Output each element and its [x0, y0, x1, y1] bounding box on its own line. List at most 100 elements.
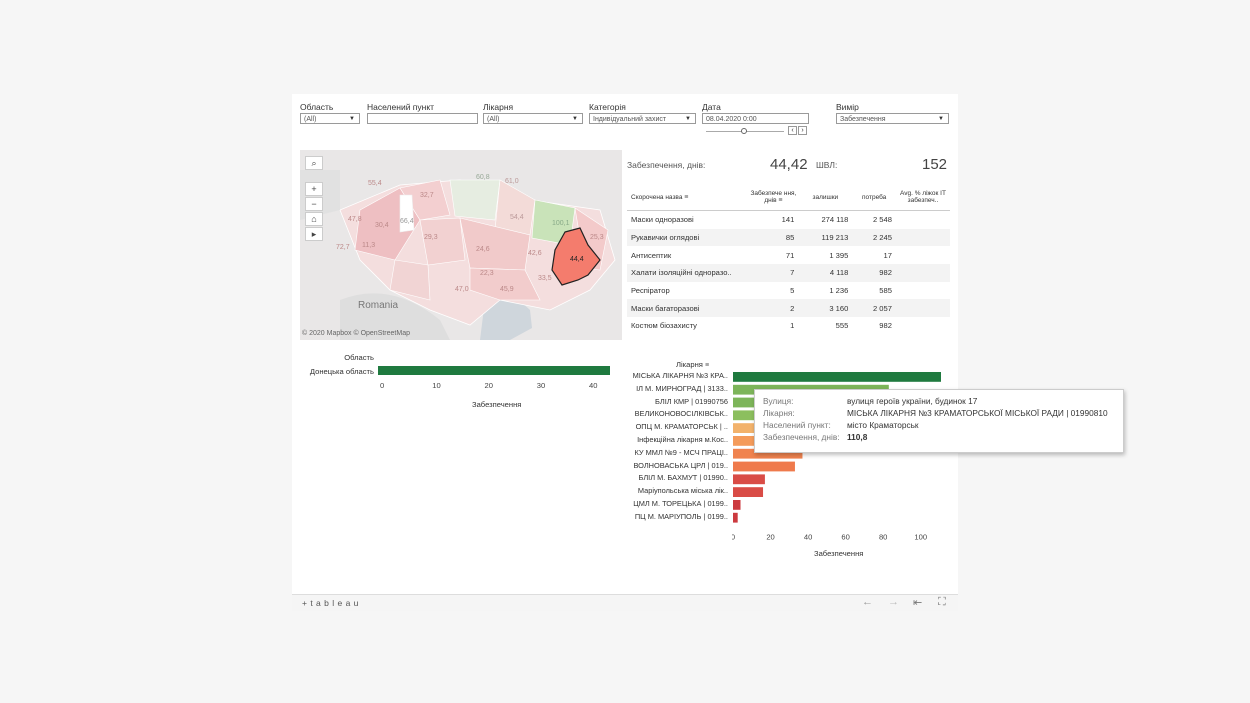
- table-row[interactable]: Маски багаторазові 2 3 160 2 057: [627, 299, 950, 318]
- col-header-stock[interactable]: залишки: [798, 184, 853, 211]
- filter-measure-select[interactable]: Забезпечення ▼: [836, 113, 949, 124]
- chevron-down-icon: ▼: [685, 116, 691, 122]
- revert-icon[interactable]: ⇤: [913, 597, 923, 609]
- hospital-tooltip: Вулиця: вулиця героїв україни, будинок 17…: [754, 389, 1124, 453]
- col-header-name: Скорочена назва: [631, 193, 683, 201]
- kpi-ventilator-label: ШВЛ:: [816, 160, 838, 170]
- kpi-provision-label: Забезпечення, днів:: [627, 160, 706, 170]
- date-prev-button[interactable]: ‹: [788, 126, 797, 135]
- table-row[interactable]: Респіратор 5 1 236 585: [631, 286, 892, 296]
- col-header-need[interactable]: потреба: [852, 184, 896, 211]
- map-svg: [300, 150, 622, 340]
- hospital-bar[interactable]: [733, 512, 738, 523]
- tooltip-hospital-label: Лікарня:: [763, 408, 795, 418]
- filter-date-label: Дата: [702, 102, 721, 112]
- table-row[interactable]: Рукавички оглядові 85 119 213 2 245: [627, 228, 950, 247]
- hospital-category-label[interactable]: МІСЬКА ЛІКАРНЯ №3 КРА..: [632, 371, 728, 380]
- filter-category-label: Категорія: [589, 102, 626, 112]
- supplies-table: Скорочена назва ≡ Забезпече ння, днів ≡ …: [627, 184, 950, 335]
- oblast-category-label: Донецька область: [309, 367, 374, 376]
- oblast-bar[interactable]: [378, 366, 610, 375]
- chevron-down-icon: ▼: [349, 116, 355, 122]
- tooltip-street-value: вулиця героїв україни, будинок 17: [847, 396, 978, 406]
- hospital-category-label[interactable]: Інфекційна лікарня м.Кос..: [637, 435, 728, 444]
- hospital-category-label[interactable]: ПЦ М. МАРІУПОЛЬ | 0199..: [634, 511, 728, 521]
- hospital-tick-label: 40: [804, 533, 812, 542]
- hospital-tick-label: 80: [879, 533, 887, 542]
- undo-icon[interactable]: ←: [862, 596, 873, 608]
- kpi-ventilator-value: 152: [922, 156, 948, 173]
- filter-hospital-label: Лікарня: [483, 102, 514, 112]
- hospital-category-label[interactable]: ВОЛНОВАСЬКА ЦРЛ | 019..: [633, 460, 728, 470]
- sort-icon[interactable]: ≡: [684, 193, 689, 201]
- filter-hospital-select[interactable]: (All) ▼: [483, 113, 583, 124]
- hospital-bar[interactable]: [733, 474, 765, 485]
- col-header-avg[interactable]: Avg. % ліжок IT забезпеч..: [895, 184, 950, 211]
- chevron-down-icon: ▼: [572, 116, 578, 122]
- hospital-chart-header: Лікарня ≡: [676, 360, 710, 369]
- table-header-row: Скорочена назва ≡ Забезпече ння, днів ≡ …: [627, 184, 950, 211]
- tooltip-street-label: Вулиця:: [763, 396, 794, 406]
- filter-settlement-label: Населений пункт: [367, 102, 435, 112]
- table-row[interactable]: Маски одноразові 141 274 118 2 548: [631, 215, 892, 225]
- hospital-category-label[interactable]: ОПЦ М. КРАМАТОРСЬК | ..: [635, 422, 728, 432]
- hospital-category-label[interactable]: КУ ММЛ №9 - МСЧ ПРАЦІ..: [634, 447, 729, 457]
- hospital-bar[interactable]: [733, 461, 795, 472]
- table-row[interactable]: Халати ізоляційні одноразо.. 7 4 118 982: [627, 264, 950, 282]
- hospital-tick-label: 100: [914, 533, 927, 542]
- oblast-tick-label: 0: [380, 381, 384, 390]
- filter-settlement-input[interactable]: [367, 113, 478, 124]
- hospital-xlabel: Забезпечення: [814, 549, 864, 558]
- filter-oblast-label: Область: [300, 102, 334, 112]
- filter-measure-label: Вимір: [836, 102, 859, 112]
- oblast-chart-header: Область: [344, 353, 374, 362]
- dashboard: Область (All) ▼ Населений пункт Лікарня (…: [292, 94, 1124, 611]
- zoom-in-button[interactable]: +: [305, 182, 323, 196]
- hospital-category-label[interactable]: ВЕЛИКОНОВОСІЛКІВСЬК..: [634, 409, 728, 419]
- tooltip-provision-label: Забезпечення, днів:: [763, 432, 840, 442]
- oblast-bar-chart: 0 10 20 30 40: [378, 366, 610, 390]
- map-country-label: Romania: [358, 300, 399, 311]
- oblast-tick-label: 20: [485, 381, 493, 390]
- ukraine-map[interactable]: 55,4 32,7 60,8 61,0 47,8 30,4 66,4 29,3 …: [300, 150, 622, 340]
- zoom-out-button[interactable]: −: [305, 197, 323, 211]
- kpi-provision-value: 44,42: [770, 156, 808, 173]
- oblast-tick-label: 10: [432, 381, 440, 390]
- filter-category-select[interactable]: Індивідуальний захист ▼: [589, 113, 696, 124]
- donetsk-value-label: 44,4: [570, 256, 584, 263]
- hospital-bar[interactable]: [733, 372, 941, 382]
- hospital-tick-label: 60: [841, 533, 849, 542]
- tooltip-settlement-value: місто Краматорськ: [847, 420, 919, 430]
- filter-oblast-select[interactable]: (All) ▼: [300, 113, 360, 124]
- hospital-tick-label: 20: [766, 533, 774, 542]
- table-row[interactable]: Антисептик 71 1 395 17: [631, 250, 892, 260]
- date-next-button[interactable]: ›: [798, 126, 807, 135]
- hospital-category-label[interactable]: ІЛ М. МИРНОГРАД | 3133..: [636, 383, 728, 393]
- hospital-bar[interactable]: [733, 448, 803, 459]
- black-sea-shape: [480, 296, 532, 340]
- fullscreen-icon[interactable]: ⛶: [938, 596, 946, 608]
- hospital-bar[interactable]: [733, 487, 764, 497]
- date-slider-handle[interactable]: [741, 128, 747, 134]
- hospital-category-label[interactable]: БЛІЛ КМР | 01990756: [655, 396, 728, 406]
- table-row[interactable]: Костюм біозахисту 1 555 982: [631, 321, 892, 331]
- map-search-icon[interactable]: ⌕: [305, 156, 323, 170]
- hospital-tick-label: 0: [732, 533, 735, 542]
- home-icon[interactable]: ⌂: [305, 212, 323, 226]
- hospital-bar[interactable]: [733, 500, 741, 510]
- hospital-category-label[interactable]: Маріупольська міська лік..: [637, 486, 728, 496]
- filter-date-input[interactable]: 08.04.2020 0:00: [702, 113, 809, 124]
- hospital-category-label[interactable]: БЛІЛ М. БАХМУТ | 01990..: [638, 473, 728, 483]
- sort-icon[interactable]: ≡: [705, 362, 710, 369]
- redo-icon[interactable]: →: [888, 596, 899, 608]
- donetsk-region[interactable]: [551, 227, 601, 286]
- hospital-category-label[interactable]: ЦМЛ М. ТОРЕЦЬКА | 0199..: [633, 499, 728, 508]
- sort-icon[interactable]: ≡: [778, 197, 783, 204]
- map-attribution: © 2020 Mapbox © OpenStreetMap: [302, 330, 410, 337]
- tableau-toolbar: + t a b l e a u ← → ⇤ ⛶: [292, 594, 958, 611]
- oblast-tick-label: 40: [589, 381, 597, 390]
- play-icon[interactable]: ▸: [305, 227, 323, 241]
- chevron-down-icon: ▼: [938, 116, 944, 122]
- tooltip-hospital-value: МІСЬКА ЛІКАРНЯ №3 КРАМАТОРСЬКОЇ МІСЬКОЇ …: [847, 408, 1108, 418]
- tableau-logo[interactable]: + t a b l e a u: [302, 598, 359, 608]
